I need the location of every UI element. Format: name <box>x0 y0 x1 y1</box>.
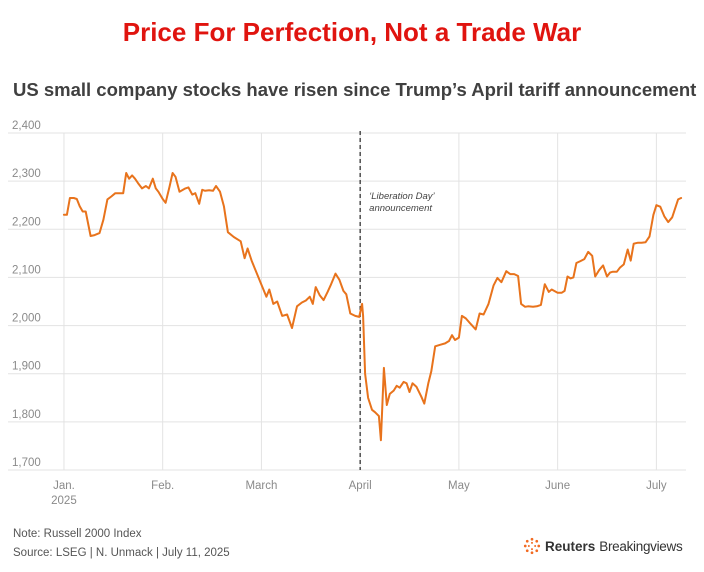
brand-name-light: Breakingviews <box>599 538 683 554</box>
x-tick-label: Feb. <box>151 480 174 492</box>
footer-source: Source: LSEG | N. Unmack | July 11, 2025 <box>13 547 230 559</box>
grid <box>8 132 686 471</box>
chart-title: US small company stocks have risen since… <box>13 79 697 100</box>
reuters-dots-icon <box>523 537 541 555</box>
annotation-text: ‘Liberation Day’ <box>369 191 435 202</box>
x-tick-label: June <box>545 480 570 492</box>
y-tick-label: 2,100 <box>12 264 41 276</box>
y-tick-label: 2,200 <box>12 216 41 228</box>
y-tick-label: 2,400 <box>12 120 41 132</box>
x-tick-sublabel: 2025 <box>51 495 77 507</box>
brand-name-bold: Reuters <box>545 538 596 554</box>
footer-note: Note: Russell 2000 Index <box>13 528 142 540</box>
x-axis: Jan. 2025 Feb. March April May June July <box>51 480 667 507</box>
x-tick-label: May <box>448 480 470 492</box>
y-axis: 2,400 2,300 2,200 2,100 2,000 1,900 1,800 1,700 <box>12 120 41 469</box>
x-tick-label: July <box>646 480 667 492</box>
y-tick-label: 1,700 <box>12 457 41 469</box>
annotation: ‘Liberation Day’announcement <box>359 131 436 470</box>
headline: Price For Perfection, Not a Trade War <box>122 17 582 47</box>
y-tick-label: 2,300 <box>12 168 41 180</box>
annotation-text: announcement <box>369 203 432 214</box>
x-tick-label: Jan. <box>53 480 75 492</box>
series <box>62 172 683 442</box>
x-tick-label: April <box>349 480 372 492</box>
series-line <box>62 172 683 442</box>
y-tick-label: 1,800 <box>12 409 41 421</box>
y-tick-label: 2,000 <box>12 313 41 325</box>
y-tick-label: 1,900 <box>12 361 41 373</box>
x-tick-label: March <box>245 480 277 492</box>
brand-logo: Reuters Breakingviews <box>523 536 683 556</box>
